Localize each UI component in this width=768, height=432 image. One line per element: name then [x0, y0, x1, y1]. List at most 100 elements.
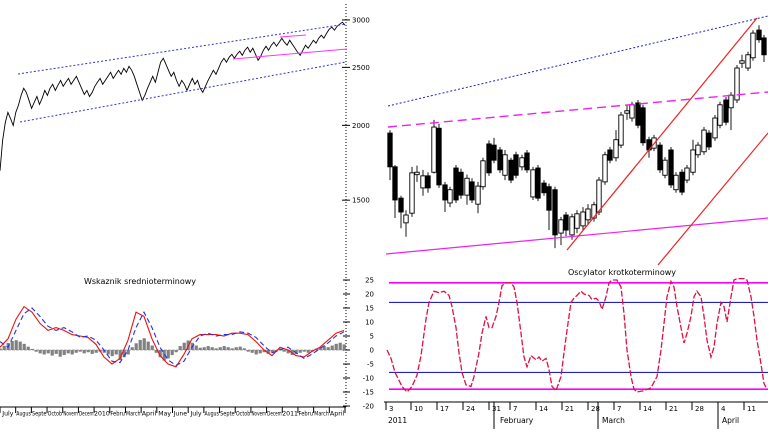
candle-bearish — [387, 132, 393, 168]
histogram-bar — [38, 350, 42, 354]
price-line — [0, 21, 346, 171]
month-label: Febru — [110, 411, 125, 418]
histogram-bar — [74, 350, 78, 353]
histogram-bar — [334, 343, 338, 350]
histogram-bar — [130, 347, 134, 350]
week-day-label: 7 — [617, 405, 621, 413]
candle-bullish — [420, 175, 426, 189]
month-label: April — [722, 416, 739, 425]
month-label: July — [189, 411, 201, 418]
candle-bullish — [519, 157, 525, 168]
axis-label: 2500 — [352, 64, 370, 72]
candle-bullish — [745, 54, 751, 69]
candle-bullish — [585, 208, 591, 221]
candle-bullish — [673, 174, 679, 191]
histogram-bar — [138, 339, 142, 350]
candle-bullish — [613, 139, 619, 159]
month-label: Octob — [48, 411, 63, 418]
axis-label: -5 — [367, 361, 374, 369]
channel-lower-blue — [19, 61, 347, 123]
week-day-label: 10 — [414, 405, 423, 413]
histogram-bar — [202, 347, 206, 350]
histogram-bar — [226, 347, 230, 350]
histogram-bar — [62, 350, 66, 356]
histogram-bar — [178, 346, 182, 350]
candle-bullish — [728, 94, 734, 109]
candle-bearish — [535, 167, 541, 199]
histogram-bar — [270, 350, 274, 353]
candle-bearish — [756, 29, 762, 41]
candle-bullish — [618, 114, 624, 146]
month-label: March — [126, 411, 141, 418]
candle-bearish — [497, 149, 503, 171]
axis-label: 20 — [365, 291, 374, 299]
histogram-bar — [102, 350, 106, 353]
histogram-bar — [66, 350, 70, 354]
histogram-bar — [18, 341, 22, 350]
candle-bullish — [690, 149, 696, 173]
candle-bearish — [425, 175, 431, 189]
candle-bullish — [602, 154, 608, 183]
right-date-axis: 3 10 17 24 31 7 14 21 28 7 14 21 28 4 11 2011 February Ma… — [384, 401, 768, 429]
trend-red-lower — [657, 132, 768, 266]
candle-bearish — [607, 149, 613, 161]
histogram-bar — [318, 347, 322, 350]
histogram-bar — [286, 350, 290, 354]
candle-bullish — [662, 159, 668, 176]
month-label: March — [314, 411, 329, 418]
month-label: July — [1, 411, 13, 418]
axis-label: 10 — [365, 319, 374, 327]
histogram-bar — [342, 344, 346, 350]
short-term-oscillator-title: Oscylator krotkoterminowy — [567, 268, 677, 277]
month-label: Decem — [267, 411, 282, 418]
histogram-bar — [170, 350, 174, 356]
histogram-bar — [330, 345, 334, 350]
candle-bullish — [464, 177, 470, 196]
candle-bullish — [739, 60, 745, 64]
axis-label: 1500 — [352, 197, 370, 205]
histogram-bar — [146, 341, 150, 350]
trend-red-upper — [566, 17, 758, 251]
histogram-bar — [234, 347, 238, 350]
histogram-bar — [94, 350, 98, 353]
candle-bullish — [502, 154, 508, 176]
histogram-bar — [0, 348, 2, 350]
magenta-trend-short — [279, 34, 307, 38]
axis-label: 2000 — [352, 122, 370, 130]
candle-bullish — [409, 172, 415, 214]
histogram-bar — [326, 347, 330, 350]
histogram-bar — [230, 348, 234, 350]
week-day-label: 21 — [669, 405, 678, 413]
histogram-bar — [254, 350, 258, 355]
month-label: March — [602, 416, 625, 425]
month-label: Augus — [16, 411, 31, 418]
candle-bullish — [574, 213, 580, 229]
histogram-bar — [278, 348, 282, 350]
month-label: June — [173, 411, 188, 418]
month-label: February — [500, 416, 534, 425]
histogram-bar — [282, 350, 286, 352]
month-label: Novem — [252, 411, 267, 418]
histogram-bar — [194, 345, 198, 350]
month-label: Augus — [204, 411, 219, 418]
histogram-bar — [110, 350, 114, 357]
candle-bullish — [684, 167, 690, 181]
histogram-bar — [214, 348, 218, 350]
daily-candlestick-chart — [385, 15, 768, 266]
week-day-label: 24 — [466, 405, 475, 413]
candle-bullish — [475, 185, 481, 205]
candle-bullish — [414, 171, 420, 176]
candle-bearish — [723, 99, 729, 123]
month-label: Septe — [32, 411, 47, 418]
histogram-bar — [246, 350, 250, 352]
candle-bearish — [486, 143, 492, 174]
histogram-bar — [30, 348, 34, 350]
axis-label: -15 — [363, 389, 374, 397]
support-magenta-solid — [385, 217, 768, 255]
histogram-bar — [218, 347, 222, 350]
month-label: 2010 — [94, 411, 110, 418]
week-day-label: 28 — [695, 405, 704, 413]
candle-bullish — [530, 169, 536, 198]
candle-bullish — [717, 104, 723, 126]
